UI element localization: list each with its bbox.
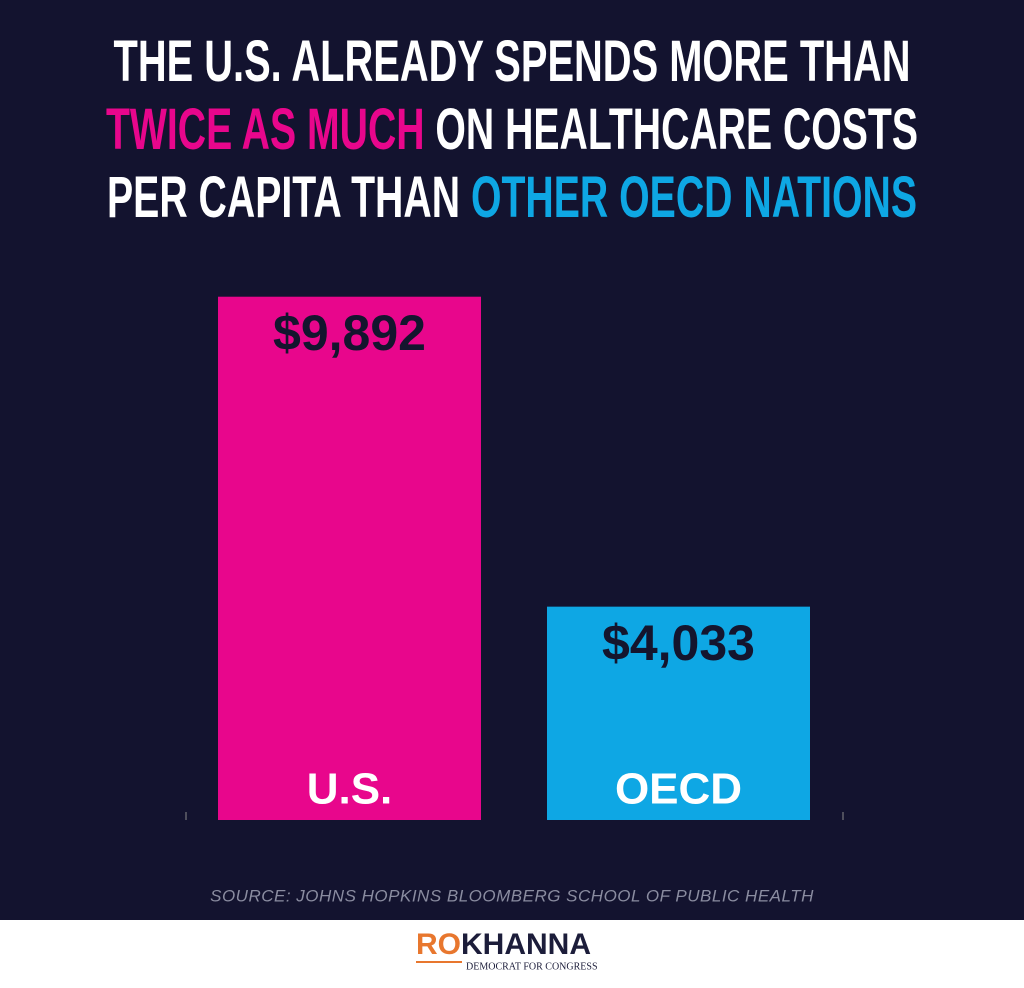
bar [218, 296, 481, 820]
title-segment: OTHER OECD NATIONS [471, 165, 917, 230]
category-label: U.S. [307, 765, 393, 814]
value-label: $9,892 [273, 305, 426, 361]
bar [547, 606, 810, 820]
source: SOURCE: JOHNS HOPKINS BLOOMBERG SCHOOL O… [210, 886, 814, 905]
logo: ROKHANNA [416, 928, 591, 961]
title-segment: PER CAPITA THAN [107, 165, 471, 230]
tagline: DEMOCRAT FOR CONGRESS [466, 961, 598, 972]
category-label: OECD [615, 765, 742, 814]
chart-title-line: TWICE AS MUCH ON HEALTHCARE COSTS [106, 97, 918, 162]
chart-title-line: PER CAPITA THAN OTHER OECD NATIONS [107, 165, 917, 230]
logo-first: RO [416, 928, 461, 961]
footer-band [0, 920, 1024, 988]
title-segment: THE U.S. ALREADY SPENDS MORE THAN [114, 29, 911, 94]
value-label: $4,033 [602, 615, 755, 671]
background [0, 0, 1024, 920]
logo-second: KHANNA [461, 928, 591, 961]
title-segment: ON HEALTHCARE COSTS [425, 97, 918, 162]
chart-title-line: THE U.S. ALREADY SPENDS MORE THAN [114, 29, 911, 94]
title-segment: TWICE AS MUCH [106, 97, 425, 162]
